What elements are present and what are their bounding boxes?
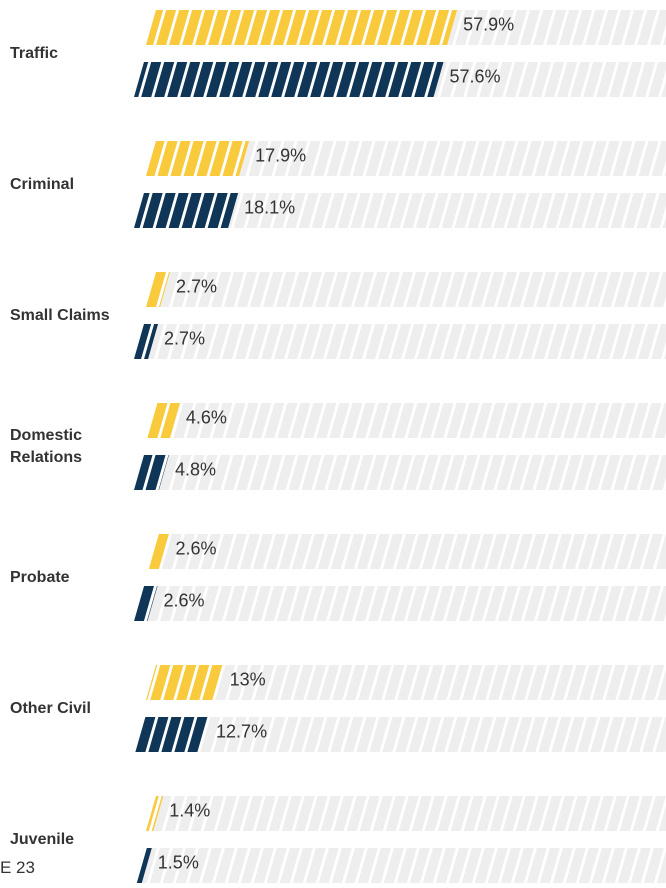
value-label: 57.6%: [450, 66, 501, 86]
value-label: 13%: [230, 669, 266, 689]
value-label: 2.7%: [176, 276, 217, 296]
bar: [134, 62, 444, 97]
bar: [134, 324, 159, 359]
track: [146, 796, 666, 831]
value-label: 1.4%: [169, 800, 210, 820]
category-label: Traffic: [10, 45, 59, 62]
bar: [134, 455, 169, 490]
bar: [146, 272, 171, 307]
value-label: 2.6%: [176, 538, 217, 558]
value-label: 57.9%: [463, 14, 514, 34]
track: [146, 665, 666, 700]
bar: [134, 717, 211, 752]
track: [134, 455, 666, 490]
value-label: 1.5%: [158, 852, 199, 872]
value-label: 12.7%: [216, 721, 267, 741]
track: [134, 193, 666, 228]
category-label: Juvenile: [10, 831, 75, 848]
track: [146, 141, 666, 176]
category-label: Criminal: [10, 176, 75, 193]
value-label: 4.6%: [186, 407, 227, 427]
track: [146, 272, 666, 307]
track: [146, 403, 666, 438]
category-label: Probate: [10, 569, 70, 586]
bar: [146, 141, 250, 176]
bar: [146, 665, 224, 700]
category-label: Other Civil: [10, 700, 91, 717]
bar: [134, 586, 158, 621]
track: [134, 324, 666, 359]
track: [134, 717, 666, 752]
bar: [134, 848, 152, 883]
track: [146, 534, 666, 569]
track: [134, 586, 666, 621]
footer-text: E 23: [0, 858, 35, 877]
value-label: 17.9%: [255, 145, 306, 165]
value-label: 4.8%: [175, 459, 216, 479]
bar: [134, 193, 239, 228]
category-label: Small Claims: [10, 307, 110, 324]
value-label: 2.6%: [164, 590, 205, 610]
bar: [146, 534, 170, 569]
bar: [146, 10, 458, 45]
bar: [146, 796, 164, 831]
category-label: Domestic Relations: [10, 427, 83, 466]
bar: [146, 403, 180, 438]
track: [134, 848, 666, 883]
value-label: 18.1%: [244, 197, 295, 217]
value-label: 2.7%: [164, 328, 205, 348]
